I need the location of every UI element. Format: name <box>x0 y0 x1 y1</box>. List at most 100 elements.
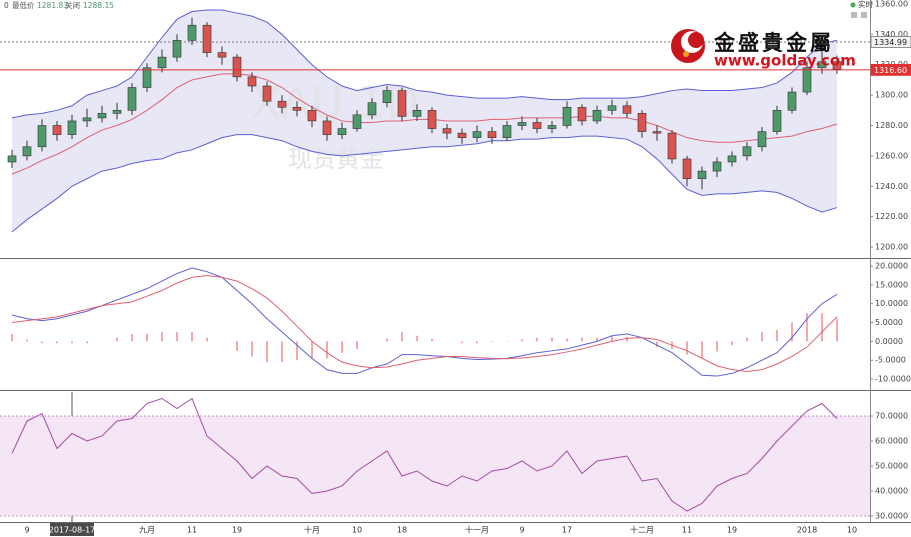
candle-body <box>637 113 647 132</box>
candle-body <box>622 105 632 114</box>
y-tick-label: 10.0000 <box>875 299 908 308</box>
candle-body <box>82 117 92 122</box>
candle-body <box>187 24 197 41</box>
zone-fill <box>0 416 870 516</box>
y-tick-label: 20.0000 <box>875 262 908 271</box>
candle-body <box>667 132 677 160</box>
candle-body <box>367 102 377 116</box>
x-tick-label: 十二月 <box>630 525 654 535</box>
candle-body <box>502 125 512 138</box>
watermark-name: 现货黄金 <box>288 145 384 173</box>
x-tick-label: 9 <box>519 526 524 535</box>
x-tick-label: 九月 <box>139 526 155 535</box>
candle-body <box>817 61 827 69</box>
logo-name: 金盛貴金屬 <box>713 31 834 55</box>
candle-body <box>127 87 137 111</box>
candle-body <box>517 122 527 126</box>
candle-body <box>697 170 707 179</box>
under-layer <box>0 10 870 522</box>
candle-body <box>577 106 587 122</box>
tool-icon[interactable] <box>861 12 867 18</box>
candle-body <box>67 120 77 135</box>
crosshair-label-box <box>50 523 94 536</box>
x-tick-label: 17 <box>562 526 572 535</box>
live-indicator: 实时 <box>850 0 873 18</box>
y-tick-label: 5.0000 <box>875 318 903 327</box>
candle-body <box>547 125 557 129</box>
candle-body <box>337 128 347 135</box>
x-tick-label: 十月 <box>304 525 320 535</box>
y-tick-label: 1340.00 <box>875 30 908 39</box>
y-tick-label: 0.0000 <box>875 337 903 346</box>
candle-body <box>7 155 17 163</box>
candle-body <box>52 125 62 135</box>
candle-body <box>457 132 467 138</box>
candle-body <box>262 85 272 102</box>
candle-body <box>157 56 167 69</box>
logo-url: www.golday.com <box>714 52 856 70</box>
y-tick-label: 1360.00 <box>875 0 908 8</box>
tool-icon[interactable] <box>851 12 857 18</box>
y-tick-label: 60.0000 <box>875 437 908 446</box>
candle-body <box>202 24 212 53</box>
x-tick-label: 10 <box>352 526 362 535</box>
candle-body <box>217 52 227 58</box>
plot-layer <box>0 9 870 512</box>
x-tick-label: 10 <box>847 526 857 535</box>
candle-body <box>757 131 767 148</box>
candle-body <box>652 131 662 134</box>
x-tick-label: 11 <box>682 526 692 535</box>
candle-body <box>472 131 482 138</box>
candle-body <box>442 128 452 134</box>
candle-body <box>172 40 182 58</box>
marker-label: 1316.60 <box>874 66 907 75</box>
candle-body <box>787 91 797 111</box>
logo: 金盛貴金屬 www.golday.com <box>671 29 856 70</box>
header: 0 最低价 1281.83 关闭 1288.15 <box>4 0 114 10</box>
header-low-label: 最低价 <box>12 0 35 10</box>
candle-body <box>307 110 317 122</box>
marker-label-box <box>870 63 911 76</box>
x-tick-label: 18 <box>397 526 407 535</box>
band-middle <box>11 73 838 175</box>
candle-body <box>427 110 437 129</box>
candle-body <box>832 61 842 70</box>
candle-body <box>607 105 617 111</box>
x-tick-label: 2018 <box>797 526 817 535</box>
candle-body <box>532 122 542 129</box>
candle-body <box>22 146 32 157</box>
x-tick-label: 2017-08-17 <box>49 526 96 535</box>
rsi-line <box>11 397 838 512</box>
y-tick-label: -10.0000 <box>875 375 911 384</box>
candle-body <box>292 106 302 111</box>
band-lower <box>11 134 838 233</box>
macd-line <box>11 267 838 377</box>
candle-body <box>802 67 812 93</box>
x-tick-label: 十一月 <box>465 525 489 535</box>
y-tick-label: 1260.00 <box>875 151 908 160</box>
x-tick-label: 9 <box>24 526 29 535</box>
y-tick-label: 40.0000 <box>875 487 908 496</box>
live-dot <box>850 2 856 8</box>
candle-body <box>412 110 422 117</box>
live-label[interactable]: 实时 <box>858 0 873 9</box>
logo-emblem-core <box>688 32 704 48</box>
candle-body <box>382 90 392 104</box>
candle-body <box>772 110 782 132</box>
y-tick-label: 1200.00 <box>875 243 908 252</box>
candle-body <box>277 100 287 108</box>
signal-line <box>11 274 838 373</box>
candle-body <box>142 67 152 88</box>
y-tick-label: -5.0000 <box>875 356 906 365</box>
marker-label-box <box>870 36 911 48</box>
candle-body <box>97 113 107 119</box>
candle-body <box>682 158 692 179</box>
candle-body <box>712 161 722 172</box>
candle-body <box>727 155 737 163</box>
candle-body <box>232 56 242 78</box>
logo-emblem-dot <box>683 51 689 57</box>
candle-body <box>247 76 257 87</box>
